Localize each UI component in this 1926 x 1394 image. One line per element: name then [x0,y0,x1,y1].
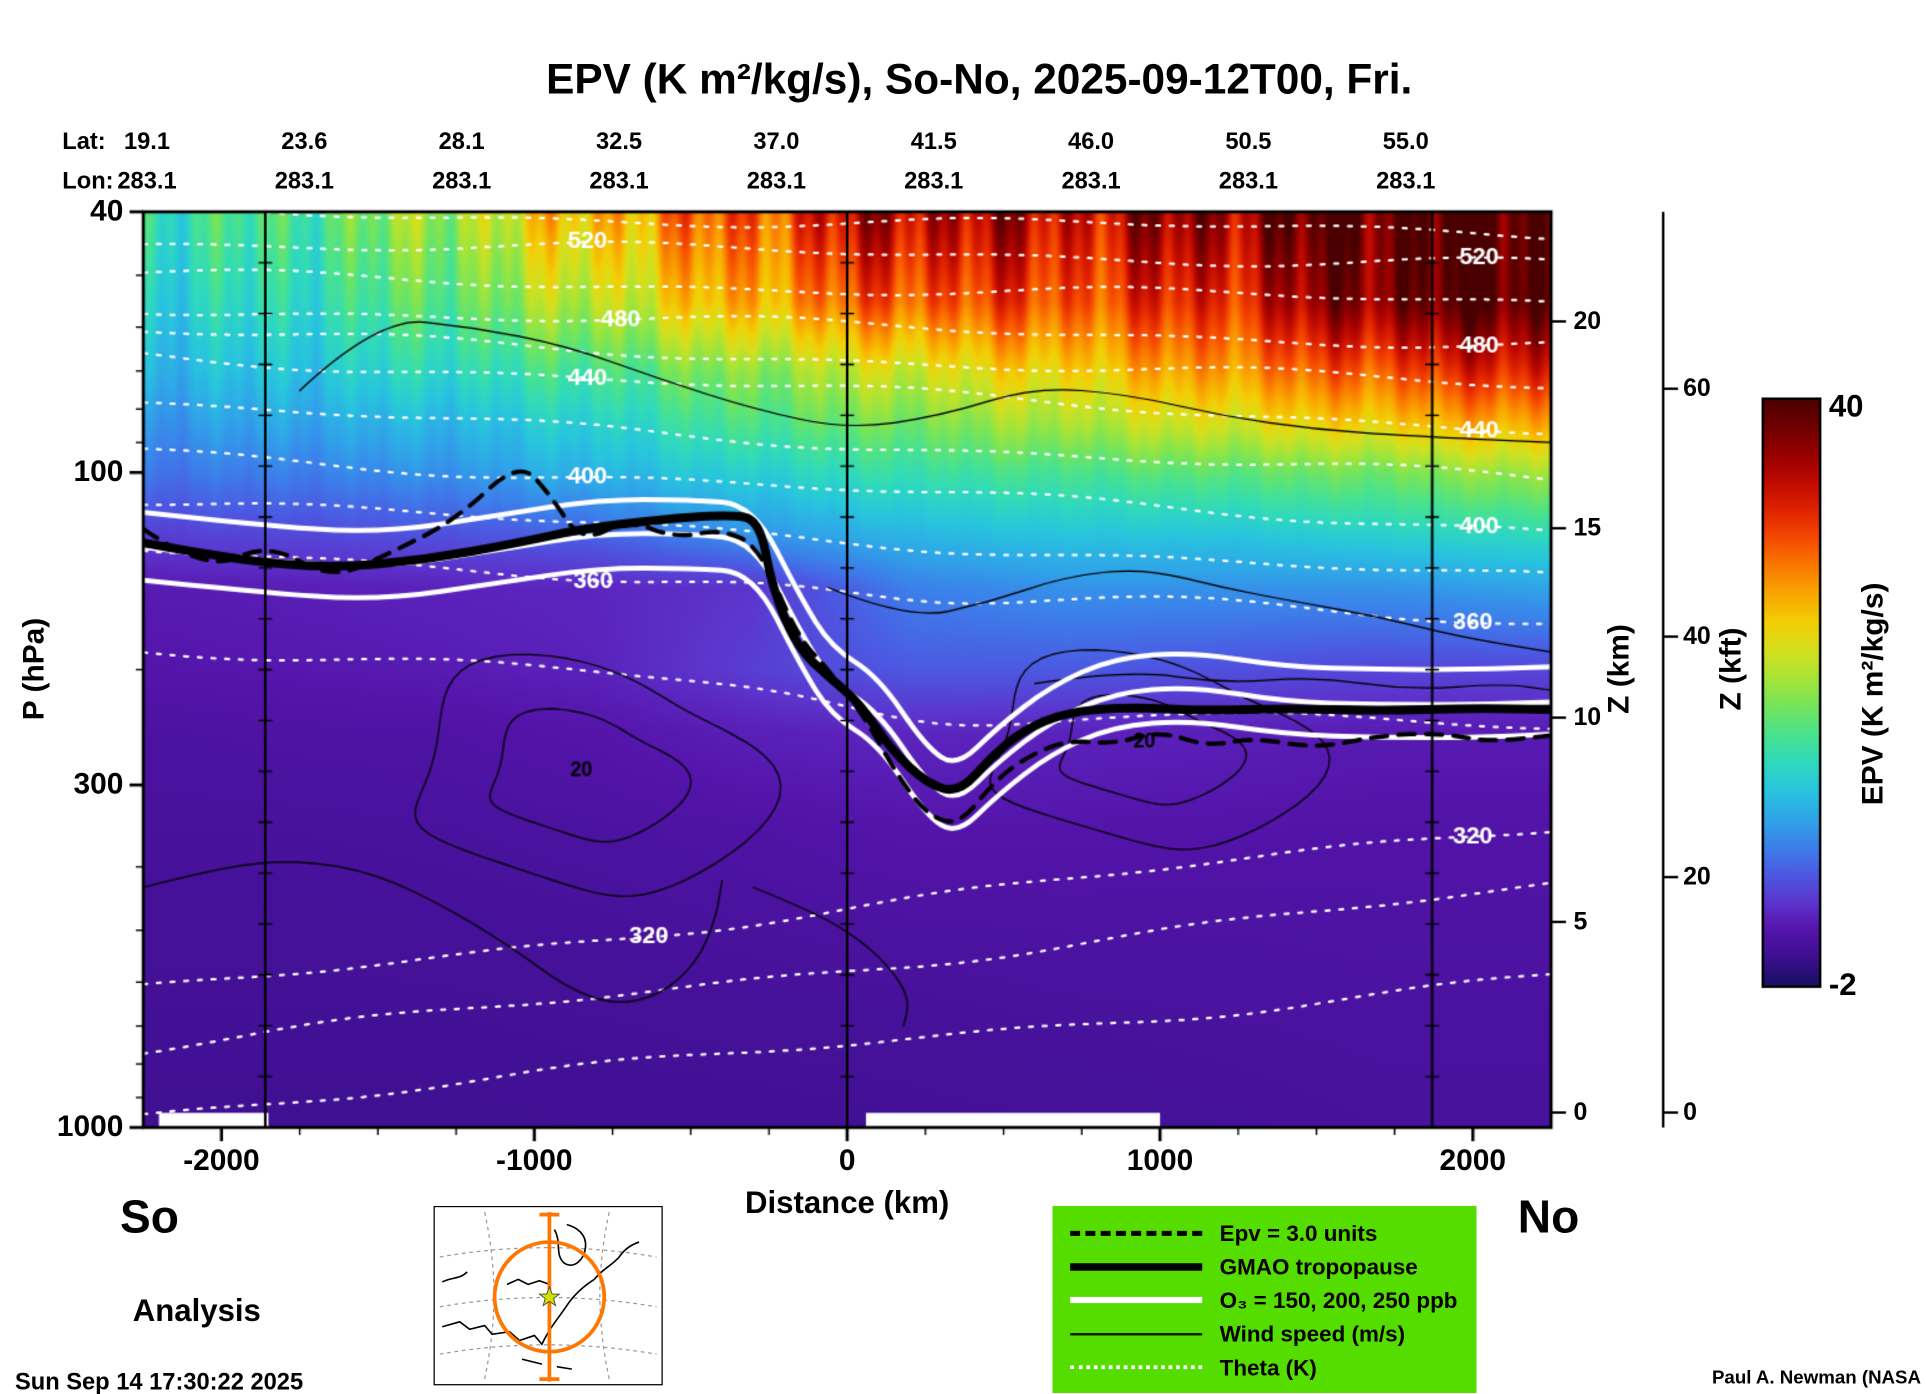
lon-value: 283.1 [1218,168,1279,195]
distance-axis-title: Distance (km) [745,1185,950,1221]
distance-tick-label: -2000 [183,1143,260,1178]
legend-item-theta: Theta (K) [1053,1350,1477,1384]
distance-tick-label: -1000 [496,1143,573,1178]
location-map-inset [433,1205,663,1386]
legend-item-label: Wind speed (m/s) [1219,1321,1406,1347]
lat-value: 37.0 [753,128,800,156]
altitude-km-tick-label: 10 [1573,703,1602,732]
lon-axis-prefix: Lon: [62,168,114,195]
map-coastline [441,1223,640,1370]
legend-item-tropopause: GMAO tropopause [1053,1250,1477,1284]
lat-axis-prefix: Lat: [62,128,106,156]
altitude-kft-tick-label: 40 [1683,622,1711,651]
center-star-icon [538,1285,561,1307]
lat-value: 28.1 [438,128,485,156]
location-map-svg [439,1212,657,1382]
distance-tick-label: 2000 [1439,1143,1507,1178]
colorbar-title: EPV (K m²/kg/s) [1856,582,1890,806]
pressure-axis-title: P (hPa) [17,617,52,721]
altitude-kft-axis-title: Z (kft) [1714,627,1748,711]
colorbar-max-label: 40 [1828,389,1864,425]
altitude-kft-tick-label: 0 [1683,1098,1697,1127]
pressure-tick-label: 100 [73,454,124,489]
lat-value: 32.5 [595,128,643,156]
altitude-km-tick-label: 20 [1573,307,1602,336]
ozone-line-sample-icon [1070,1296,1203,1304]
altitude-km-tick-label: 15 [1573,514,1602,542]
legend-item-label: O₃ = 150, 200, 250 ppb [1219,1287,1458,1313]
legend-item-epv3: Epv = 3.0 units [1053,1216,1477,1250]
creation-timestamp: Sun Sep 14 17:30:22 2025 [14,1369,304,1394]
legend: Epv = 3.0 units GMAO tropopause O₃ = 150… [1052,1205,1477,1393]
altitude-kft-tick-label: 60 [1683,374,1711,403]
distance-tick-label: 1000 [1126,1143,1194,1178]
altitude-km-axis-title: Z (km) [1602,624,1636,714]
pressure-tick-label: 300 [73,767,124,802]
altitude-km-tick-label: 5 [1573,908,1588,936]
page-title: EPV (K m²/kg/s), So-No, 2025-09-12T00, F… [546,56,1413,104]
endpoint-north-label: No [1517,1191,1580,1243]
lat-value: 50.5 [1225,128,1272,156]
analysis-label: Analysis [132,1293,261,1329]
pressure-tick-label: 1000 [56,1110,124,1144]
altitude-km-tick-label: 0 [1573,1098,1588,1127]
legend-item-label: Theta (K) [1219,1354,1317,1380]
wind-line-sample-icon [1070,1332,1203,1335]
legend-item-label: GMAO tropopause [1219,1253,1418,1279]
lon-value: 283.1 [1376,168,1436,195]
lat-value: 41.5 [910,128,957,156]
endpoint-south-label: So [120,1191,179,1243]
theta-line-sample-icon [1070,1365,1203,1370]
lon-value: 283.1 [589,168,649,195]
lat-value: 46.0 [1068,128,1115,156]
lon-value: 283.1 [746,168,806,195]
lat-value: 19.1 [123,128,171,156]
pressure-tick-label: 40 [90,194,124,228]
lon-value: 283.1 [432,168,492,195]
lat-value: 23.6 [281,128,328,156]
legend-item-label: Epv = 3.0 units [1219,1220,1378,1246]
lon-value: 283.1 [117,168,177,195]
epv3-line-sample-icon [1070,1230,1203,1236]
altitude-kft-tick-label: 20 [1683,863,1711,891]
lat-value: 55.0 [1382,128,1429,156]
lon-value: 283.1 [904,168,964,195]
cross-section-path-marker [492,1212,607,1382]
colorbar-min-label: -2 [1828,967,1857,1003]
credit-text: Paul A. Newman (NASA [1711,1367,1922,1389]
tropopause-line-sample-icon [1070,1262,1203,1271]
lon-value: 283.1 [1061,168,1121,195]
lon-value: 283.1 [274,168,334,195]
legend-item-wind: Wind speed (m/s) [1053,1317,1477,1351]
legend-item-ozone: O₃ = 150, 200, 250 ppb [1053,1283,1477,1317]
distance-tick-label: 0 [838,1143,856,1178]
